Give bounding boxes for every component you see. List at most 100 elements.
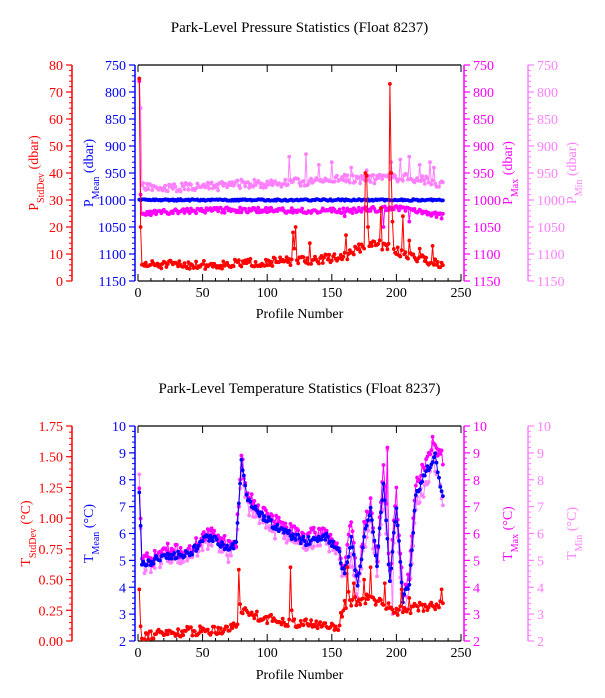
data-point (304, 617, 308, 622)
data-point (176, 627, 181, 632)
data-point (137, 486, 142, 491)
data-point (192, 543, 197, 548)
data-point (220, 536, 224, 541)
series-max (137, 79, 445, 229)
data-point (360, 545, 365, 550)
data-point (149, 570, 153, 575)
data-point (368, 180, 373, 184)
data-point (350, 545, 355, 550)
data-point (203, 210, 208, 215)
y-tick-label: 750 (105, 59, 126, 74)
data-point (159, 266, 164, 271)
data-point (235, 622, 240, 627)
x-tick-label: 100 (257, 286, 278, 301)
data-point (314, 619, 319, 624)
data-point (214, 537, 219, 542)
data-point (286, 260, 290, 264)
data-point (429, 448, 434, 453)
data-point (207, 186, 212, 191)
data-point (207, 539, 212, 543)
data-point (358, 181, 363, 186)
data-point (264, 185, 268, 190)
data-point (366, 225, 370, 229)
data-point (273, 256, 277, 261)
data-point (336, 628, 341, 632)
data-point (301, 534, 306, 539)
y-axis-label-symbol: T (19, 558, 34, 567)
data-point (338, 253, 343, 257)
data-point (252, 177, 257, 182)
data-point (415, 475, 419, 480)
y-axis-label-subscript: StdDev (36, 173, 47, 203)
data-point (180, 550, 184, 555)
data-point (273, 536, 277, 541)
data-point (408, 611, 413, 616)
y-tick-label: 0 (56, 275, 63, 290)
data-point (293, 538, 298, 542)
data-point (335, 173, 339, 178)
data-point (403, 250, 408, 255)
data-point (199, 629, 204, 634)
data-point (407, 238, 412, 243)
data-point (226, 560, 231, 565)
data-point (401, 178, 405, 183)
data-point (373, 553, 378, 558)
data-point (362, 577, 366, 582)
series-sd (137, 76, 445, 271)
data-point (269, 259, 273, 264)
y-tick-label: 750 (473, 59, 494, 74)
data-point (292, 524, 297, 529)
data-point (362, 534, 366, 539)
y-axis-max: 2 3 4 5 6 7 8 9 10 TMax (°C) (463, 420, 521, 650)
x-tick-label: 250 (451, 646, 472, 661)
data-point (354, 573, 359, 578)
data-point (296, 177, 301, 181)
y-tick-label: 40 (49, 167, 63, 182)
y-tick-label: 900 (537, 140, 558, 155)
data-point (422, 473, 427, 478)
data-point (239, 210, 244, 215)
data-point (376, 544, 381, 549)
y-tick-label: 9 (473, 447, 480, 462)
data-point (342, 214, 347, 219)
data-point (196, 631, 201, 636)
data-point (394, 485, 399, 490)
y-tick-label: 0.75 (39, 543, 64, 558)
data-point (429, 600, 434, 605)
data-point (371, 546, 375, 551)
data-point (257, 514, 262, 518)
data-point (149, 629, 153, 634)
data-point (349, 165, 354, 170)
data-point (329, 160, 334, 165)
data-point (426, 480, 431, 484)
y-axis-label-unit: (dbar) (565, 142, 580, 180)
data-point (342, 571, 347, 576)
data-point (437, 605, 441, 610)
data-point (169, 556, 174, 561)
x-axis-label: Profile Number (256, 668, 344, 683)
y-axis-min: 2 3 4 5 6 7 8 9 10 TMin (°C) (527, 420, 585, 650)
data-point (225, 624, 230, 629)
data-point (393, 610, 397, 615)
data-point (430, 178, 435, 183)
y-axis-sd: 0.00 0.25 0.50 0.75 1.00 1.25 1.50 1.75 TStdDev … (19, 420, 73, 650)
data-point (266, 515, 271, 519)
y-tick-label: 7 (473, 501, 480, 516)
data-point (252, 616, 257, 621)
y-tick-label: 70 (49, 86, 63, 101)
data-point (288, 565, 293, 570)
data-point (222, 534, 227, 538)
data-point (204, 184, 209, 189)
data-point (138, 523, 143, 528)
data-point (239, 453, 244, 458)
data-point (345, 173, 350, 178)
data-point (262, 514, 267, 518)
data-point (340, 175, 344, 179)
data-point (357, 571, 361, 576)
data-point (145, 632, 149, 636)
data-point (340, 614, 344, 619)
data-point (185, 558, 190, 563)
x-tick-label: 50 (196, 286, 210, 301)
data-point (346, 532, 351, 537)
data-point (218, 545, 223, 549)
